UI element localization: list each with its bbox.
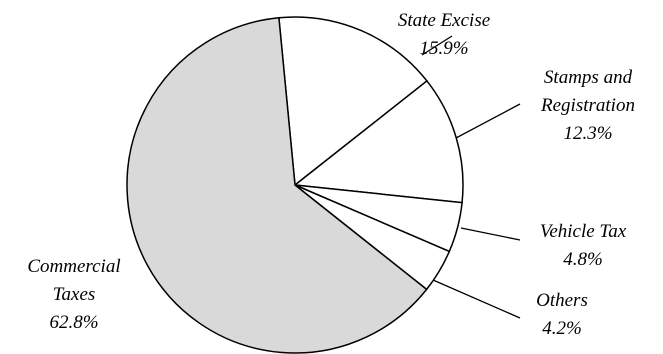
pie-slice-commercial-taxes bbox=[126, 16, 428, 354]
slice-label: Commercial Taxes 62.8% bbox=[27, 256, 120, 333]
pie-slice-state-excise bbox=[278, 16, 428, 187]
slice-name-label: State Excise bbox=[398, 10, 490, 31]
slice-label: State Excise 15.9% bbox=[398, 10, 490, 59]
slice-value-label: 4.8% bbox=[563, 249, 603, 270]
slice-label: Stamps and Registration 12.3% bbox=[540, 67, 635, 144]
slice-name-label: Taxes bbox=[53, 284, 96, 305]
leader-line bbox=[455, 103, 521, 139]
slice-name-label: Vehicle Tax bbox=[540, 221, 627, 242]
slice-label: Vehicle Tax 4.8% bbox=[540, 221, 627, 270]
slice-name-label: Stamps and bbox=[544, 67, 633, 88]
slice-value-label: 12.3% bbox=[563, 123, 612, 144]
slice-value-label: 62.8% bbox=[49, 312, 98, 333]
slice-name-label: Registration bbox=[540, 95, 635, 116]
slice-value-label: 4.2% bbox=[542, 318, 582, 339]
slice-value-label: 15.9% bbox=[419, 38, 468, 59]
pie-slices bbox=[126, 16, 464, 354]
leader-line bbox=[432, 279, 521, 319]
leader-line bbox=[421, 35, 453, 56]
slice-name-label: Others bbox=[536, 290, 588, 311]
pie-labels: State Excise 15.9% Stamps and Registration 1… bbox=[27, 10, 635, 339]
leader-line bbox=[460, 227, 521, 241]
slice-label: Others 4.2% bbox=[536, 290, 588, 339]
slice-name-label: Commercial bbox=[27, 256, 120, 277]
